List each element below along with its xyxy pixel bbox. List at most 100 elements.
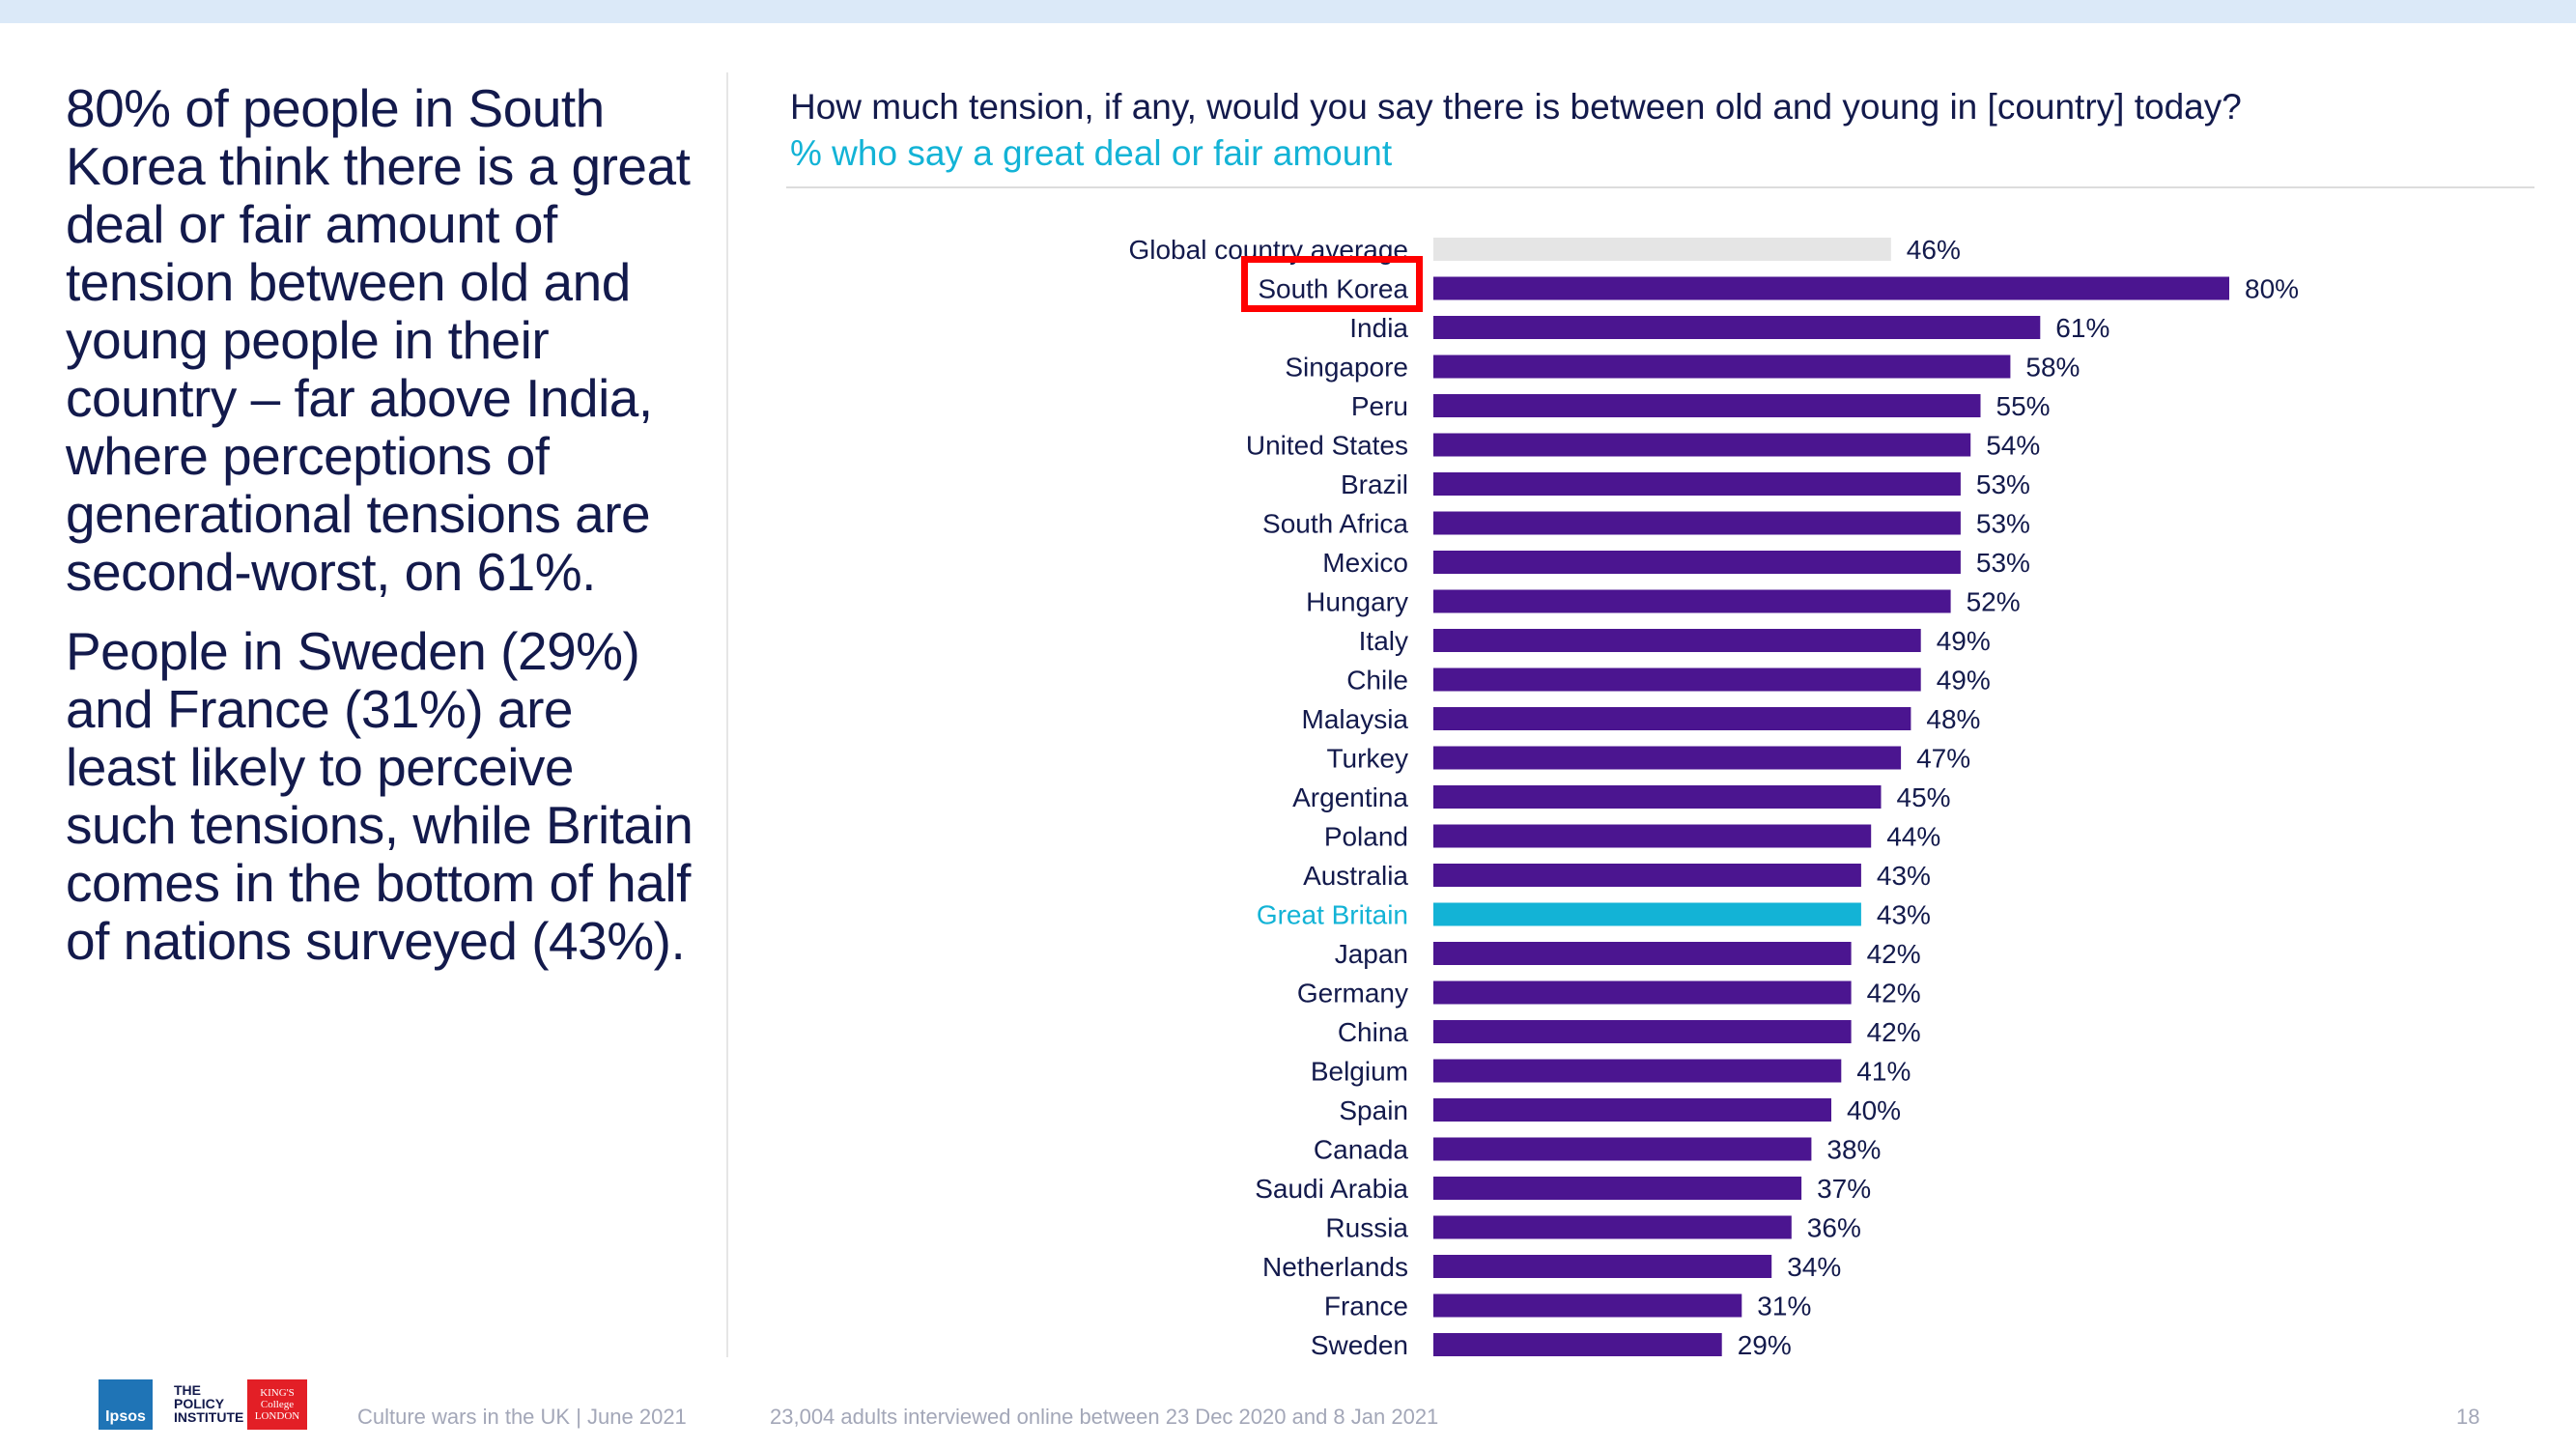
commentary-panel: 80% of people in South Korea think there… xyxy=(66,79,694,991)
chart-title: How much tension, if any, would you say … xyxy=(790,87,2242,127)
category-label-mexico: Mexico xyxy=(1322,548,1408,578)
kings-logo-line-1: KING'S xyxy=(260,1387,295,1399)
chart-subtitle: % who say a great deal or fair amount xyxy=(790,133,1393,173)
value-label-canada: 38% xyxy=(1826,1135,1881,1165)
category-label-turkey: Turkey xyxy=(1326,744,1408,774)
category-label-chile: Chile xyxy=(1346,666,1408,696)
value-label-brazil: 53% xyxy=(1976,469,2030,499)
value-label-sweden: 29% xyxy=(1738,1330,1792,1360)
policy-institute-logo: THE POLICY INSTITUTE xyxy=(174,1383,243,1424)
bar-peru xyxy=(1433,394,1981,417)
bar-south-korea xyxy=(1433,276,2229,300)
value-label-netherlands: 34% xyxy=(1787,1252,1841,1282)
bar-sweden xyxy=(1433,1333,1722,1356)
category-label-great-britain: Great Britain xyxy=(1257,900,1408,930)
bar-france xyxy=(1433,1293,1742,1318)
policy-logo-line-2: POLICY xyxy=(174,1396,225,1411)
value-label-hungary: 52% xyxy=(1967,587,2021,617)
kings-logo-line-2: College xyxy=(260,1399,295,1410)
value-label-india: 61% xyxy=(2055,313,2109,343)
bar-australia xyxy=(1433,864,1861,887)
bar-singapore xyxy=(1433,355,2011,379)
bar-saudi-arabia xyxy=(1433,1177,1802,1200)
value-label-russia: 36% xyxy=(1807,1213,1861,1243)
commentary-paragraph-2: People in Sweden (29%) and France (31%) … xyxy=(66,621,694,971)
ipsos-logo: Ipsos xyxy=(99,1379,153,1430)
policy-logo-line-1: THE xyxy=(174,1382,201,1398)
value-label-south-africa: 53% xyxy=(1976,509,2030,539)
value-label-spain: 40% xyxy=(1847,1095,1901,1125)
category-label-spain: Spain xyxy=(1339,1095,1408,1125)
category-label-peru: Peru xyxy=(1351,391,1408,421)
category-label-hungary: Hungary xyxy=(1306,587,1408,617)
value-label-singapore: 58% xyxy=(2025,353,2080,383)
ipsos-logo-text: Ipsos xyxy=(105,1408,146,1425)
top-accent-strip xyxy=(0,0,2576,23)
category-label-japan: Japan xyxy=(1335,939,1408,969)
value-label-peru: 55% xyxy=(1996,391,2051,421)
value-label-australia: 43% xyxy=(1877,861,1931,891)
panel-divider xyxy=(726,72,728,1357)
value-label-france: 31% xyxy=(1757,1292,1811,1321)
policy-logo-line-3: INSTITUTE xyxy=(174,1409,244,1425)
bar-china xyxy=(1433,1020,1852,1043)
title-rule xyxy=(786,186,2534,188)
category-label-russia: Russia xyxy=(1325,1213,1408,1243)
category-label-netherlands: Netherlands xyxy=(1262,1252,1408,1282)
bar-mexico xyxy=(1433,551,1961,574)
bar-hungary xyxy=(1433,589,1951,613)
value-label-south-korea: 80% xyxy=(2245,274,2299,304)
category-label-brazil: Brazil xyxy=(1341,469,1408,499)
footer-report: Culture wars in the UK | June 2021 xyxy=(357,1405,687,1429)
bar-poland xyxy=(1433,824,1872,848)
bar-russia xyxy=(1433,1215,1792,1239)
bar-netherlands xyxy=(1433,1255,1772,1278)
bar-canada xyxy=(1433,1137,1812,1161)
category-label-argentina: Argentina xyxy=(1292,782,1408,812)
value-label-great-britain: 43% xyxy=(1877,900,1931,930)
category-label-singapore: Singapore xyxy=(1285,353,1408,383)
value-label-turkey: 47% xyxy=(1916,744,1970,774)
kings-logo-line-3: LONDON xyxy=(254,1410,300,1422)
bar-great-britain xyxy=(1433,902,1861,926)
category-label-india: India xyxy=(1349,313,1408,343)
value-label-poland: 44% xyxy=(1886,822,1940,852)
value-label-chile: 49% xyxy=(1937,666,1991,696)
footer-source: 23,004 adults interviewed online between… xyxy=(770,1405,1439,1429)
bar-global-country-average xyxy=(1433,238,1891,261)
category-label-south-africa: South Africa xyxy=(1262,509,1408,539)
category-label-italy: Italy xyxy=(1359,626,1408,656)
bar-belgium xyxy=(1433,1059,1842,1083)
bar-malaysia xyxy=(1433,707,1911,730)
bar-argentina xyxy=(1433,785,1882,809)
category-label-poland: Poland xyxy=(1324,822,1408,852)
value-label-malaysia: 48% xyxy=(1926,704,1980,734)
category-label-saudi-arabia: Saudi Arabia xyxy=(1255,1174,1408,1204)
value-label-mexico: 53% xyxy=(1976,548,2030,578)
category-label-south-korea: South Korea xyxy=(1258,274,1408,304)
value-label-china: 42% xyxy=(1867,1017,1921,1047)
bar-spain xyxy=(1433,1098,1831,1122)
category-label-belgium: Belgium xyxy=(1311,1057,1408,1087)
category-label-france: France xyxy=(1324,1292,1408,1321)
bar-germany xyxy=(1433,980,1852,1005)
commentary-paragraph-1: 80% of people in South Korea think there… xyxy=(66,78,691,602)
value-label-saudi-arabia: 37% xyxy=(1817,1174,1871,1204)
value-label-japan: 42% xyxy=(1867,939,1921,969)
value-label-germany: 42% xyxy=(1867,979,1921,1009)
category-label-china: China xyxy=(1338,1017,1409,1047)
bar-brazil xyxy=(1433,472,1961,496)
value-label-italy: 49% xyxy=(1937,626,1991,656)
bar-chile xyxy=(1433,668,1921,692)
category-label-germany: Germany xyxy=(1297,979,1408,1009)
south-korea-highlight-box xyxy=(1241,256,1423,312)
category-label-sweden: Sweden xyxy=(1311,1330,1408,1360)
category-label-malaysia: Malaysia xyxy=(1302,704,1409,734)
bar-japan xyxy=(1433,942,1852,965)
category-label-canada: Canada xyxy=(1314,1135,1409,1165)
bar-italy xyxy=(1433,629,1921,652)
bar-united-states xyxy=(1433,433,1971,457)
value-label-argentina: 45% xyxy=(1897,782,1951,812)
category-label-united-states: United States xyxy=(1246,431,1408,461)
